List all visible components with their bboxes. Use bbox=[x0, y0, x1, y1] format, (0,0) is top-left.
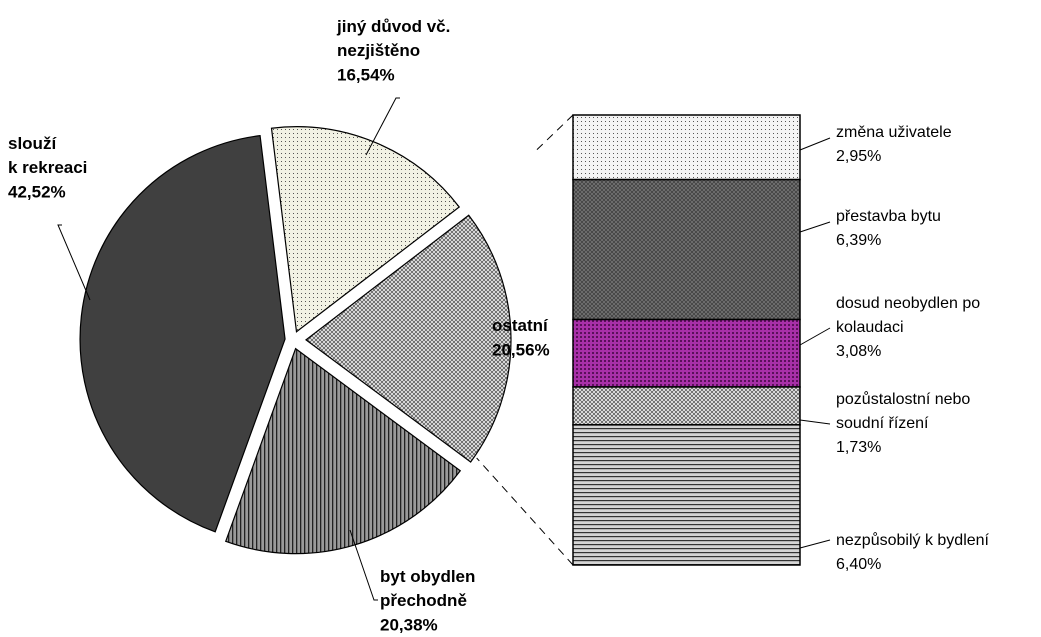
label: změna uživatele bbox=[836, 124, 952, 141]
bar-segment bbox=[572, 318, 801, 388]
connector bbox=[476, 457, 574, 566]
leader-line bbox=[799, 539, 831, 549]
label: přestavba bytu bbox=[836, 208, 941, 225]
label: nezpůsobilý k bydlení bbox=[836, 531, 990, 549]
label: jiný důvod vč. nezjištěno bbox=[336, 17, 455, 60]
value-label: 16,54% bbox=[337, 65, 395, 84]
bar-segment bbox=[572, 178, 801, 321]
leader-line bbox=[799, 221, 831, 233]
label: byt obydlen přechodně bbox=[380, 567, 480, 610]
value-label: 6,40% bbox=[836, 556, 881, 573]
label: dosud neobydlen po kolaudaci bbox=[836, 295, 985, 336]
value-label: 3,08% bbox=[836, 343, 881, 360]
label: slouží k rekreaci bbox=[8, 134, 87, 177]
pie-slice bbox=[305, 214, 512, 463]
leader-line bbox=[57, 224, 91, 301]
label: ostatní bbox=[492, 316, 549, 335]
value-label: 2,95% bbox=[836, 148, 881, 165]
value-label: 6,39% bbox=[836, 232, 881, 249]
value-label: 20,38% bbox=[380, 615, 438, 634]
value-label: 20,56% bbox=[492, 340, 550, 359]
leader-line bbox=[799, 137, 831, 151]
leader-line bbox=[799, 419, 831, 425]
bar-segment bbox=[572, 114, 801, 181]
bar-segment bbox=[572, 386, 801, 426]
leader-line bbox=[349, 529, 378, 601]
leader-line bbox=[365, 97, 400, 156]
pie-slice bbox=[79, 134, 286, 533]
value-label: 42,52% bbox=[8, 182, 66, 201]
bar-segment bbox=[572, 424, 801, 566]
pie-slice bbox=[270, 126, 461, 333]
leader-line bbox=[799, 327, 831, 346]
connector bbox=[536, 114, 574, 151]
value-label: 1,73% bbox=[836, 439, 881, 456]
label: pozůstalostní nebo soudní řízení bbox=[836, 390, 975, 432]
